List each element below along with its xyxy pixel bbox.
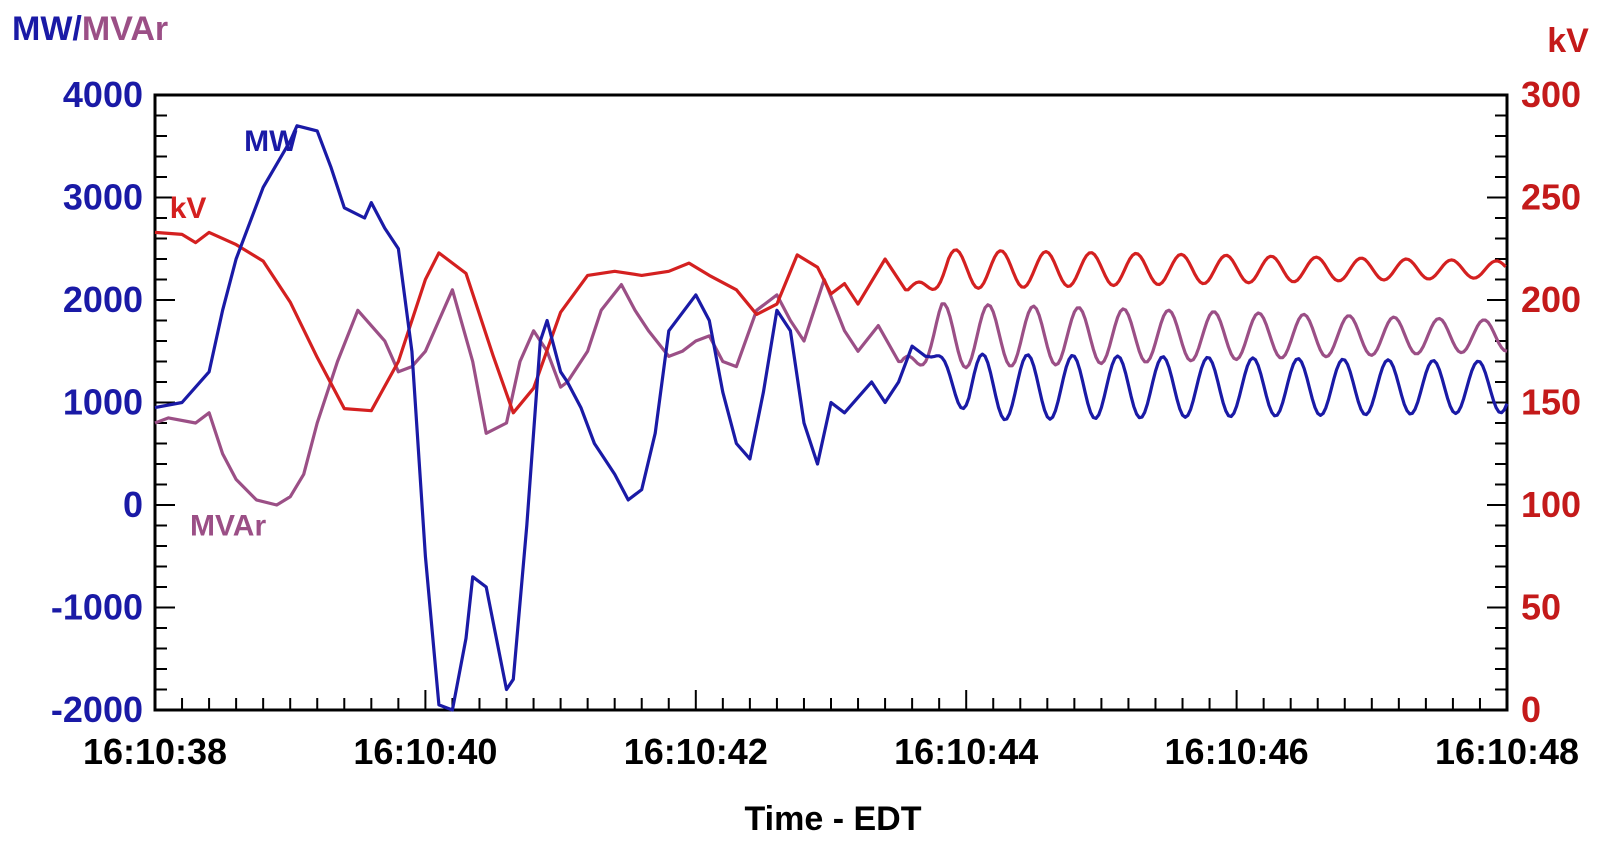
- axis-ticks: [154, 94, 1508, 711]
- series-annotation-mvar: MVAr: [190, 510, 266, 543]
- left-axis-tick-labels: 4000 3000 2000 1000 0 -1000 -2000: [51, 74, 143, 730]
- x-axis-tick-labels: 16:10:38 16:10:40 16:10:42 16:10:44 16:10:46…: [83, 731, 1579, 772]
- right-tick-label: 50: [1521, 587, 1561, 628]
- right-tick-label: 200: [1521, 279, 1581, 320]
- x-tick-label: 16:10:48: [1435, 731, 1579, 772]
- x-tick-label: 16:10:40: [353, 731, 497, 772]
- x-axis-title: Time - EDT: [745, 800, 922, 838]
- series-lines: [154, 124, 1509, 712]
- left-axis-title: MW/MVAr: [12, 10, 168, 48]
- left-tick-label: 2000: [63, 279, 143, 320]
- left-axis-title-sep: /: [72, 10, 82, 48]
- left-tick-label: 1000: [63, 382, 143, 423]
- x-tick-label: 16:10:42: [624, 731, 768, 772]
- left-tick-label: 4000: [63, 74, 143, 115]
- series-line-mw: [154, 124, 1509, 712]
- x-tick-label: 16:10:38: [83, 731, 227, 772]
- x-tick-label: 16:10:46: [1165, 731, 1309, 772]
- x-tick-label: 16:10:44: [894, 731, 1038, 772]
- series-annotation-kv: kV: [170, 192, 207, 225]
- right-tick-label: 0: [1521, 689, 1541, 730]
- left-axis-title-mvar: MVAr: [82, 10, 168, 48]
- right-tick-label: 300: [1521, 74, 1581, 115]
- right-axis-tick-labels: 300 250 200 150 100 50 0: [1521, 74, 1581, 730]
- left-tick-label: -2000: [51, 689, 143, 730]
- left-tick-label: 0: [123, 484, 143, 525]
- series-line-mvar: [154, 277, 1508, 507]
- series-annotation-mw: MW: [244, 125, 298, 158]
- left-tick-label: 3000: [63, 177, 143, 218]
- right-tick-label: 100: [1521, 484, 1581, 525]
- right-axis-title: kV: [1547, 22, 1589, 60]
- series-line-kv: [154, 230, 1507, 415]
- right-tick-label: 150: [1521, 382, 1581, 423]
- left-axis-title-mw: MW: [12, 10, 73, 48]
- right-tick-label: 250: [1521, 177, 1581, 218]
- series-annotations: MW kV MVAr: [170, 125, 298, 542]
- left-tick-label: -1000: [51, 587, 143, 628]
